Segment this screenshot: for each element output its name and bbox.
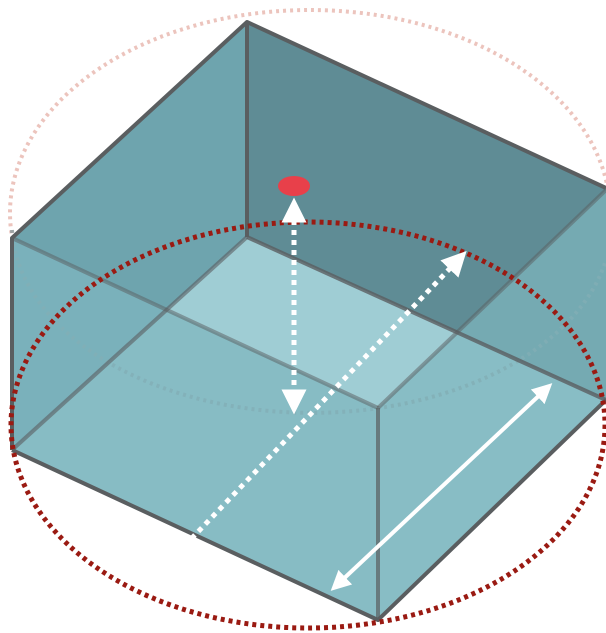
front-face xyxy=(12,238,378,620)
lower-ellipse xyxy=(8,219,606,631)
width-arrow xyxy=(330,383,553,591)
radius-arrow xyxy=(148,250,467,584)
point xyxy=(278,176,310,196)
